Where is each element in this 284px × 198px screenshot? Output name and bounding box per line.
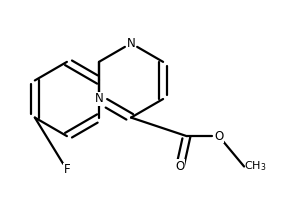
Text: F: F bbox=[64, 163, 70, 176]
Text: N: N bbox=[127, 37, 135, 50]
Text: CH$_3$: CH$_3$ bbox=[244, 160, 267, 173]
Text: O: O bbox=[175, 160, 185, 173]
Text: O: O bbox=[214, 130, 224, 143]
Text: N: N bbox=[95, 92, 103, 106]
